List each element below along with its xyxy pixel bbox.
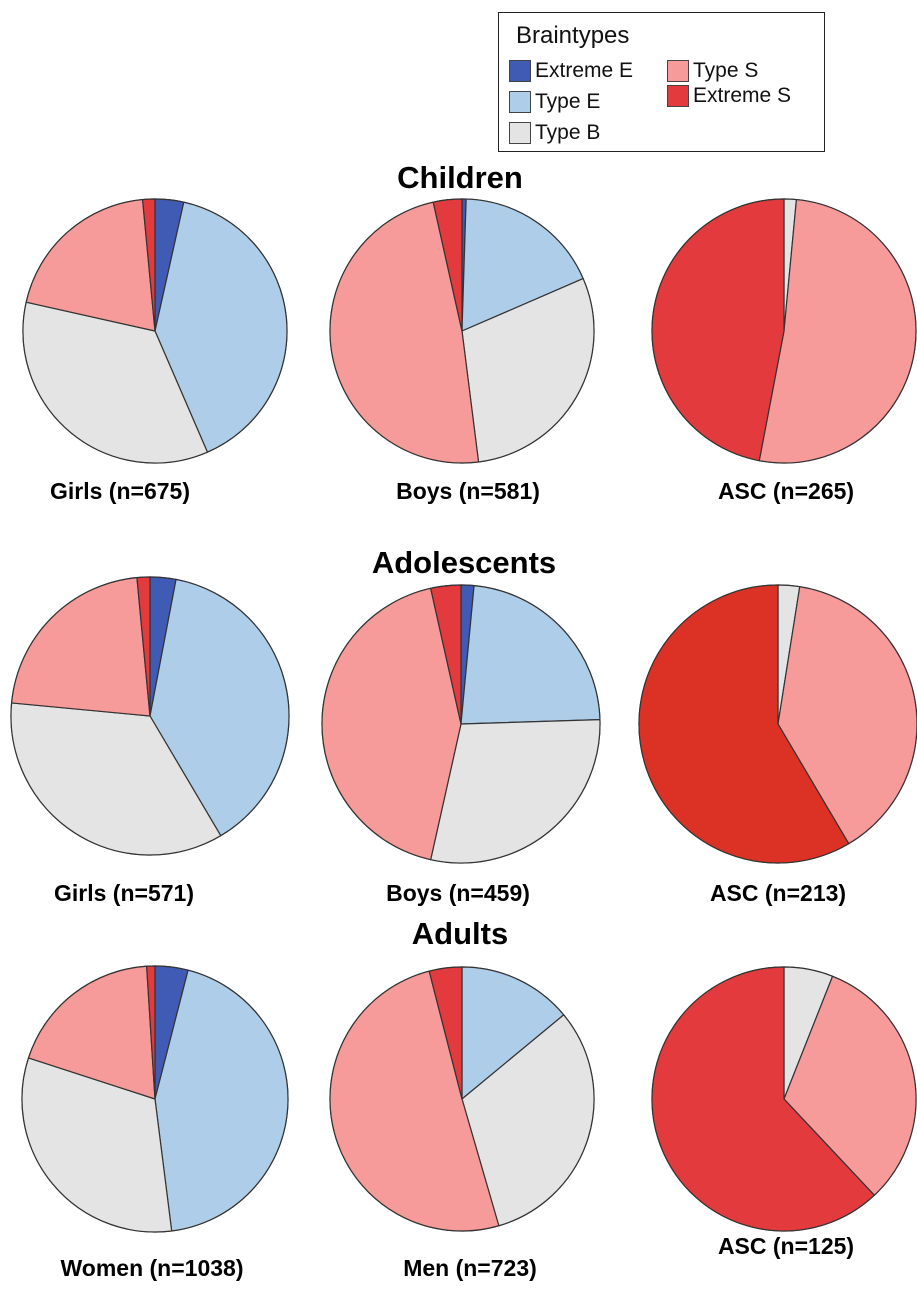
pie-slice-extreme-s bbox=[652, 199, 784, 461]
pie-label-adults-women: Women (n=1038) bbox=[61, 1255, 244, 1282]
pie-children-1 bbox=[330, 199, 594, 463]
pie-adults-7 bbox=[330, 967, 594, 1231]
pie-label-adults-asc: ASC (n=125) bbox=[718, 1233, 854, 1260]
pie-adults-6 bbox=[22, 966, 288, 1232]
pie-children-0 bbox=[23, 199, 287, 463]
pie-adolescents-5 bbox=[639, 585, 917, 863]
pie-adolescents-3 bbox=[11, 577, 289, 855]
pie-slice-type-e bbox=[461, 586, 600, 724]
pie-adults-8 bbox=[652, 967, 916, 1231]
pie-label-adults-men: Men (n=723) bbox=[403, 1255, 537, 1282]
pie-label-adolescents-girls: Girls (n=571) bbox=[54, 880, 194, 907]
pie-label-children-asc: ASC (n=265) bbox=[718, 478, 854, 505]
pie-slice-type-s bbox=[12, 578, 150, 716]
pie-children-2 bbox=[652, 199, 916, 463]
pie-adolescents-4 bbox=[322, 585, 600, 863]
pie-label-adolescents-asc: ASC (n=213) bbox=[710, 880, 846, 907]
pie-label-children-girls: Girls (n=675) bbox=[50, 478, 190, 505]
pie-label-children-boys: Boys (n=581) bbox=[396, 478, 540, 505]
pie-label-adolescents-boys: Boys (n=459) bbox=[386, 880, 530, 907]
